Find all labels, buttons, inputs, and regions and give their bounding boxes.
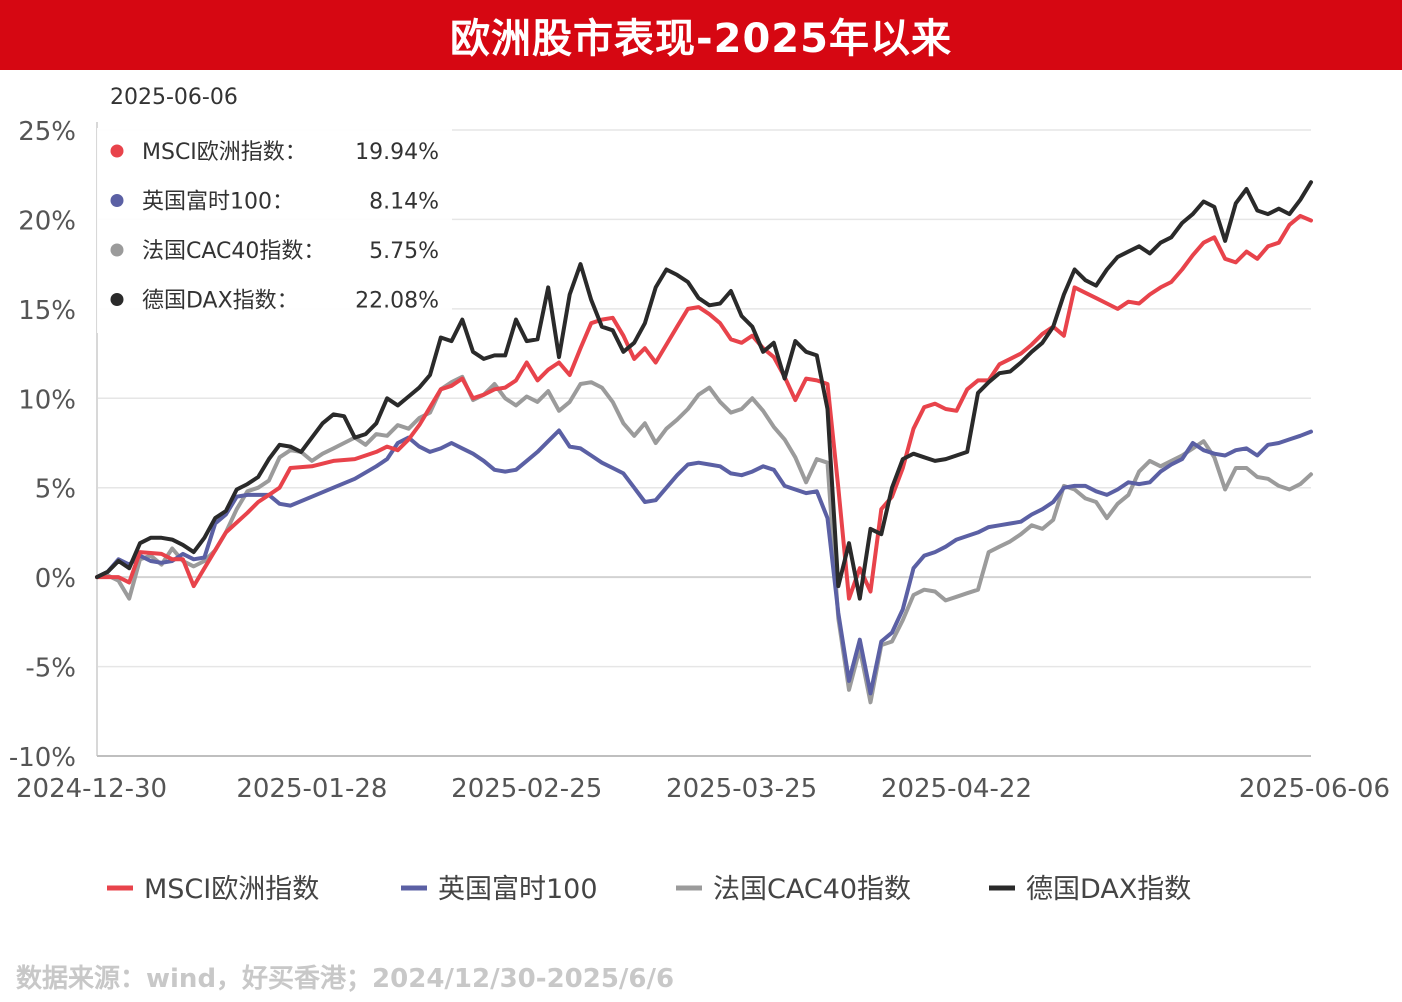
y-tick-label: -5% <box>25 654 76 684</box>
series-line <box>95 374 1313 705</box>
tooltip-marker <box>110 194 124 207</box>
series-line <box>95 428 1313 696</box>
tooltip-series-value: 22.08% <box>355 289 439 314</box>
y-tick-label: 25% <box>18 117 76 147</box>
line-chart: 25% 20% 15% 10% 5% 0% -5% -10%2024-12-30 2025-01… <box>9 85 1390 905</box>
tooltip-box <box>97 128 452 333</box>
tooltip-marker <box>110 243 124 257</box>
y-tick-label: 15% <box>18 296 76 326</box>
x-tick-label: 2025-02-25 <box>451 774 602 804</box>
legend-label: MSCI欧洲指数 <box>144 874 319 905</box>
x-tick-label: 2025-06-06 <box>1239 774 1390 804</box>
tooltip-series-name: MSCI欧洲指数： <box>142 140 307 165</box>
tooltip-marker <box>110 144 124 158</box>
legend-label: 德国DAX指数 <box>1026 874 1191 905</box>
x-tick-label: 2025-04-22 <box>881 774 1032 804</box>
x-tick-label: 2025-01-28 <box>236 774 387 804</box>
tooltip-series-value: 8.14% <box>369 190 439 215</box>
y-tick-label: 10% <box>18 385 76 415</box>
series-line <box>95 213 1313 601</box>
y-tick-label: 20% <box>18 206 76 236</box>
tooltip-series-name: 英国富时100： <box>142 190 294 215</box>
title-bar: 欧洲股市表现-2025年以来 <box>0 0 1402 70</box>
y-tick-label: 5% <box>35 475 76 505</box>
legend-label: 法国CAC40指数 <box>713 874 911 905</box>
source-note: 数据来源：wind，好买香港；2024/12/30-2025/6/6 <box>16 964 675 994</box>
tooltip-series-name: 德国DAX指数： <box>142 289 299 314</box>
series-line <box>95 180 1313 601</box>
tooltip-marker <box>110 293 124 306</box>
y-tick-label: 0% <box>35 564 76 594</box>
y-tick-label: -10% <box>9 743 76 773</box>
tooltip-series-value: 5.75% <box>369 239 439 264</box>
tooltip-date: 2025-06-06 <box>110 85 238 110</box>
x-tick-label: 2024-12-30 <box>16 774 167 804</box>
x-tick-label: 2025-03-25 <box>666 774 817 804</box>
page-title: 欧洲股市表现-2025年以来 <box>450 16 952 62</box>
tooltip-series-value: 19.94% <box>355 140 439 165</box>
tooltip-series-name: 法国CAC40指数： <box>142 239 325 264</box>
legend-label: 英国富时100 <box>438 874 598 905</box>
